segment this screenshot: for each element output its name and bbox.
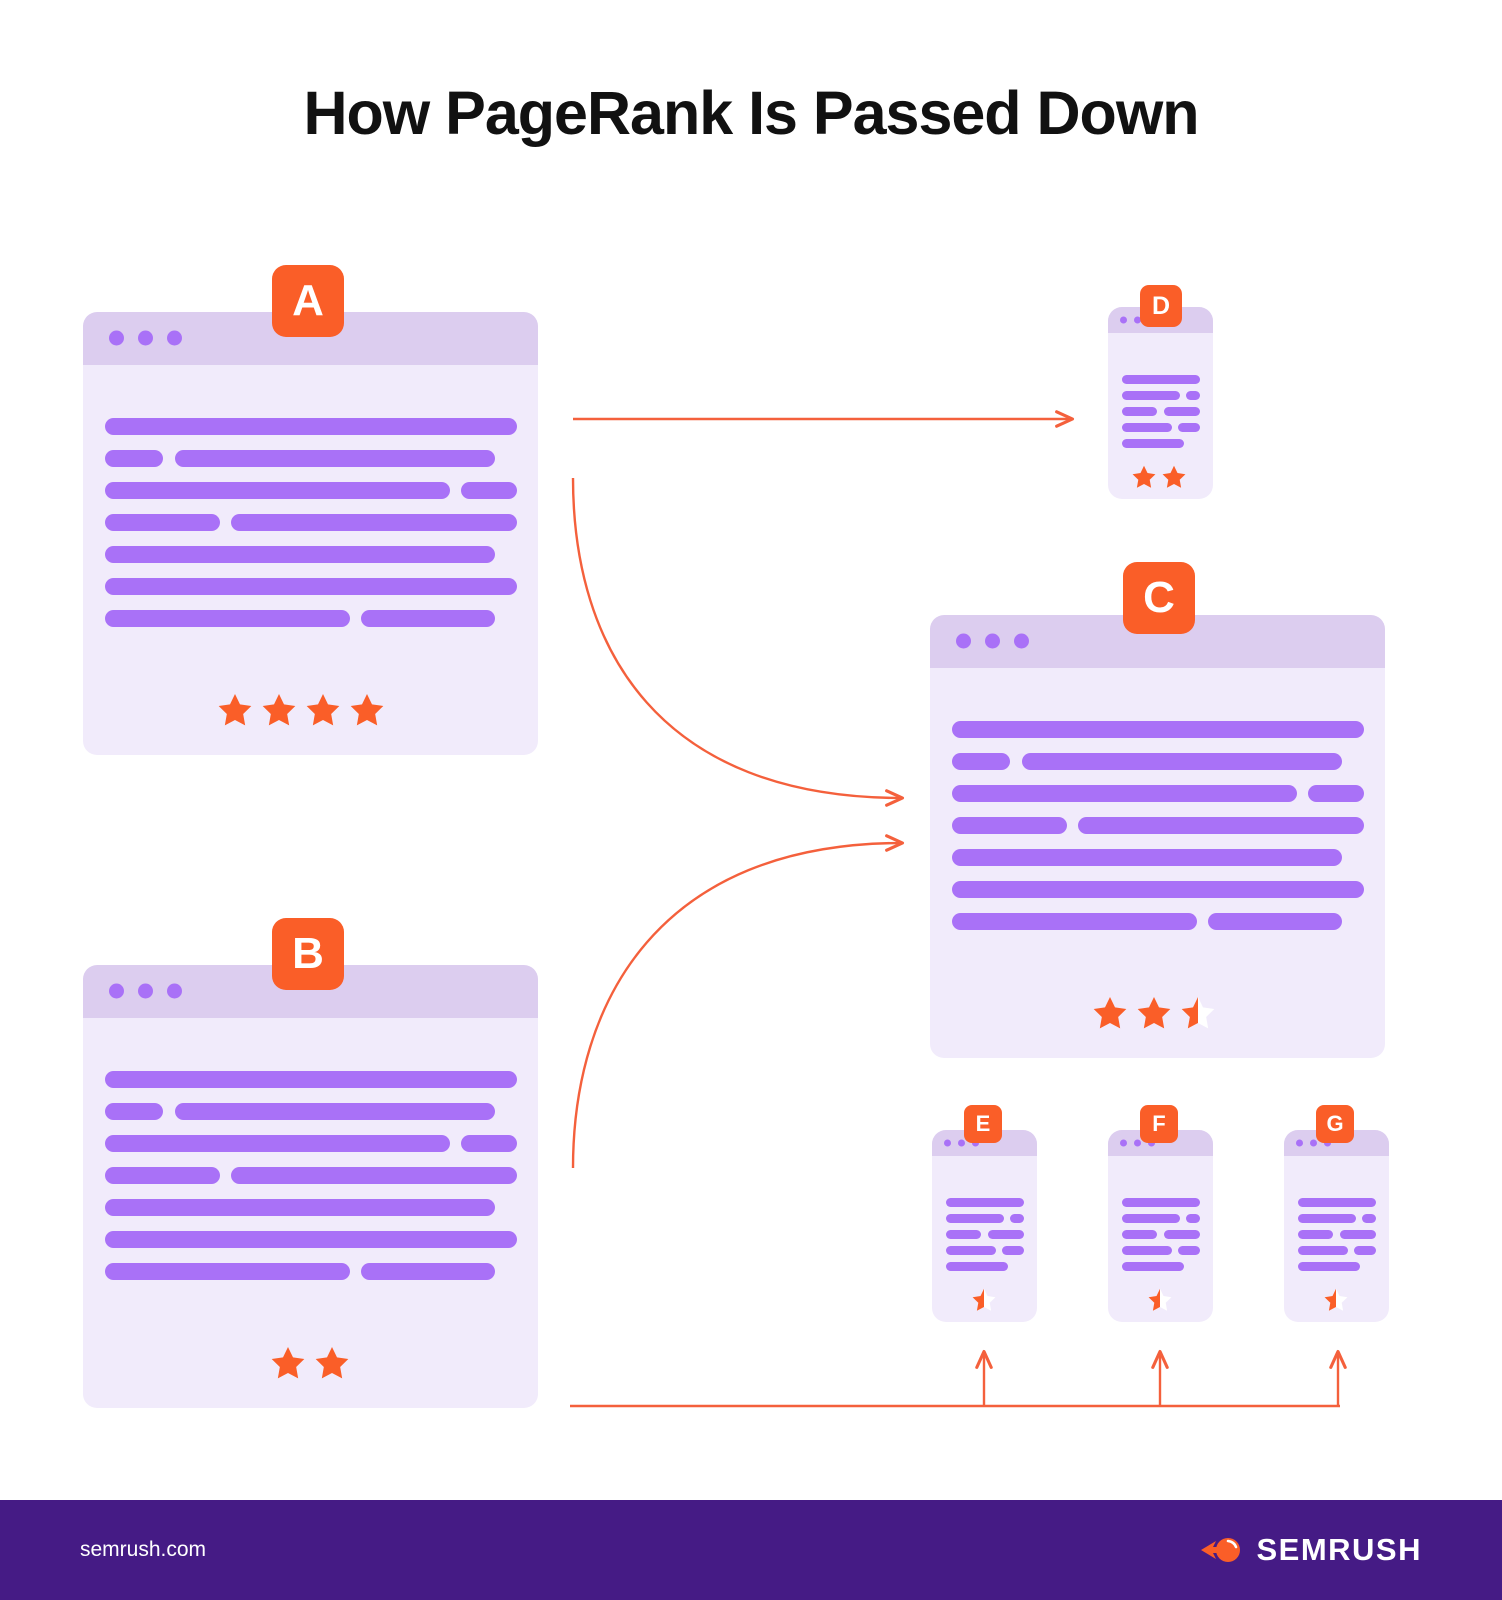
window-dot-icon: [1324, 1139, 1331, 1147]
window-dot-icon: [1120, 316, 1127, 324]
card-b-rating: [268, 1343, 352, 1383]
window-dots-b: [109, 983, 182, 999]
star-full-icon: [1162, 465, 1186, 488]
star-full-icon: [350, 694, 384, 726]
card-b-content: [83, 1018, 538, 1408]
page-title: How PageRank Is Passed Down: [303, 79, 1199, 147]
star-full-icon: [306, 694, 340, 726]
card-f-content: [1108, 1156, 1213, 1322]
page-card-b[interactable]: [83, 965, 538, 1408]
window-dots-g: [1296, 1139, 1331, 1147]
star-full-icon: [315, 1347, 349, 1379]
arrow-b-to-c: [571, 834, 905, 1169]
star-half-icon: [1181, 997, 1215, 1029]
window-dot-icon: [972, 1139, 979, 1147]
card-c-content: [930, 668, 1385, 1058]
card-c-rating: [1090, 993, 1218, 1033]
star-half-icon: [972, 1288, 996, 1311]
card-badge-g: G: [1316, 1105, 1354, 1143]
window-dot-icon: [1310, 1139, 1317, 1147]
card-d-rating: [1130, 463, 1188, 491]
star-full-icon: [271, 1347, 305, 1379]
window-dot-icon: [1296, 1139, 1303, 1147]
window-dot-icon: [167, 983, 182, 999]
window-dot-icon: [167, 330, 182, 346]
card-badge-b: B: [272, 918, 344, 990]
page-card-f[interactable]: [1108, 1130, 1213, 1322]
window-dots-e: [944, 1139, 979, 1147]
window-dot-icon: [958, 1139, 965, 1147]
card-f-rating: [1146, 1286, 1174, 1314]
card-badge-a: A: [272, 265, 344, 337]
window-dots-c: [956, 633, 1029, 649]
card-g-content: [1284, 1156, 1389, 1322]
footer-bar: semrush.com SEMRUSH: [0, 1500, 1502, 1600]
semrush-comet-icon: [1201, 1538, 1241, 1562]
star-full-icon: [1093, 997, 1127, 1029]
card-badge-e: E: [964, 1105, 1002, 1143]
window-dot-icon: [138, 983, 153, 999]
window-dot-icon: [109, 983, 124, 999]
card-e-rating: [970, 1286, 998, 1314]
card-c-titlebar: [930, 615, 1385, 668]
card-a-content: [83, 365, 538, 755]
star-half-icon: [1148, 1288, 1172, 1311]
card-g-rating: [1322, 1286, 1350, 1314]
window-dot-icon: [1120, 1139, 1127, 1147]
card-e-content: [932, 1156, 1037, 1322]
window-dots-f: [1120, 1139, 1155, 1147]
window-dot-icon: [944, 1139, 951, 1147]
window-dot-icon: [1148, 1139, 1155, 1147]
arrow-a-to-c: [571, 477, 905, 807]
footer-site-url[interactable]: semrush.com: [80, 1538, 207, 1561]
card-badge-c: C: [1123, 562, 1195, 634]
page-card-c[interactable]: [930, 615, 1385, 1058]
window-dot-icon: [956, 633, 971, 649]
window-dot-icon: [1134, 1139, 1141, 1147]
star-half-icon: [1324, 1288, 1348, 1311]
semrush-wordmark: SEMRUSH: [1256, 1532, 1422, 1567]
window-dot-icon: [1014, 633, 1029, 649]
semrush-brand: SEMRUSH: [1201, 1532, 1422, 1568]
window-dot-icon: [985, 633, 1000, 649]
window-dot-icon: [109, 330, 124, 346]
window-dot-icon: [1134, 316, 1141, 324]
window-dots-a: [109, 330, 182, 346]
star-full-icon: [262, 694, 296, 726]
card-d-content: [1108, 333, 1213, 499]
star-full-icon: [1137, 997, 1171, 1029]
star-full-icon: [218, 694, 252, 726]
page-card-g[interactable]: [1284, 1130, 1389, 1322]
card-a-rating: [215, 690, 387, 730]
page-card-d[interactable]: [1108, 307, 1213, 499]
star-full-icon: [1132, 465, 1156, 488]
page-card-a[interactable]: [83, 312, 538, 755]
window-dot-icon: [138, 330, 153, 346]
page-card-e[interactable]: [932, 1130, 1037, 1322]
card-badge-d: D: [1140, 285, 1182, 327]
card-badge-f: F: [1140, 1105, 1178, 1143]
